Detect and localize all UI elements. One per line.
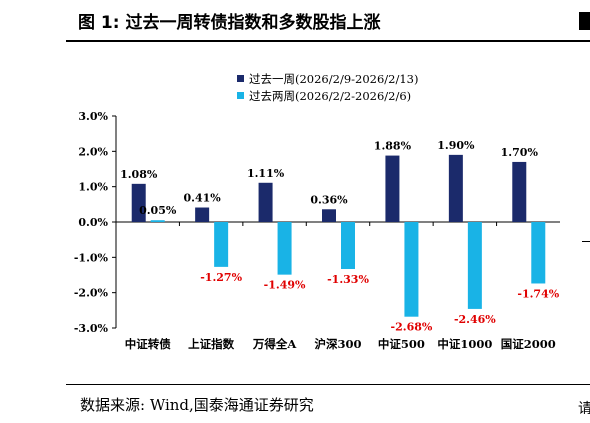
- data-label: 1.11%: [247, 167, 285, 180]
- bar-week: [258, 182, 273, 222]
- bar-two-week: [150, 220, 165, 222]
- data-label: 1.88%: [374, 140, 412, 153]
- bar-week: [385, 155, 400, 222]
- bar-two-week: [277, 222, 292, 275]
- bar-week: [322, 209, 336, 222]
- data-label: -1.27%: [200, 271, 242, 284]
- bar-week: [448, 154, 463, 222]
- bar-week: [195, 207, 210, 222]
- x-tick-label: 沪深300: [314, 337, 361, 351]
- x-tick-label: 上证指数: [188, 337, 234, 351]
- source-rule: [66, 384, 590, 385]
- edge-fragment: [579, 12, 590, 30]
- bar-two-week: [467, 222, 482, 309]
- legend-swatch: [237, 75, 244, 82]
- y-tick-label: -1.0%: [74, 251, 109, 264]
- bar-two-week: [214, 222, 229, 267]
- data-label: 1.90%: [437, 139, 475, 152]
- y-tick-label: 1.0%: [78, 181, 108, 194]
- x-tick-label: 中证500: [378, 337, 425, 351]
- data-label: -2.46%: [454, 313, 496, 326]
- x-tick-label: 中证转债: [125, 337, 171, 351]
- data-label: 0.41%: [184, 192, 222, 205]
- bar-week: [512, 161, 527, 222]
- y-tick-label: 2.0%: [78, 145, 108, 158]
- bar-two-week: [341, 222, 355, 269]
- y-tick-label: -2.0%: [74, 287, 109, 300]
- source-note: 数据来源: Wind,国泰海通证券研究: [80, 396, 314, 414]
- bar-week: [131, 183, 146, 222]
- y-tick-label: -3.0%: [74, 322, 109, 335]
- edge-fragment-mid: [582, 241, 590, 242]
- y-tick-label: 0.0%: [78, 216, 108, 229]
- data-label: -1.74%: [517, 287, 559, 300]
- data-label: 0.36%: [310, 193, 348, 206]
- y-tick-label: 3.0%: [78, 110, 108, 123]
- data-label: -1.33%: [327, 273, 369, 286]
- bar-two-week: [531, 222, 546, 284]
- legend-label: 过去一周(2026/2/9-2026/2/13): [249, 72, 418, 86]
- title-rule: [66, 40, 590, 42]
- data-label: -1.49%: [264, 279, 306, 292]
- data-label: 0.05%: [139, 204, 177, 217]
- figure-title: 图 1: 过去一周转债指数和多数股指上涨: [78, 13, 381, 33]
- data-label: 1.70%: [501, 146, 539, 159]
- data-label: 1.08%: [120, 168, 158, 181]
- edge-text: 请: [578, 401, 590, 417]
- legend-swatch: [237, 92, 244, 99]
- legend-label: 过去两周(2026/2/2-2026/2/6): [249, 89, 411, 103]
- bar-two-week: [404, 222, 419, 317]
- x-tick-label: 万得全A: [252, 337, 297, 351]
- data-label: -2.68%: [391, 321, 433, 334]
- x-tick-label: 国证2000: [501, 337, 556, 351]
- x-tick-label: 中证1000: [437, 337, 492, 351]
